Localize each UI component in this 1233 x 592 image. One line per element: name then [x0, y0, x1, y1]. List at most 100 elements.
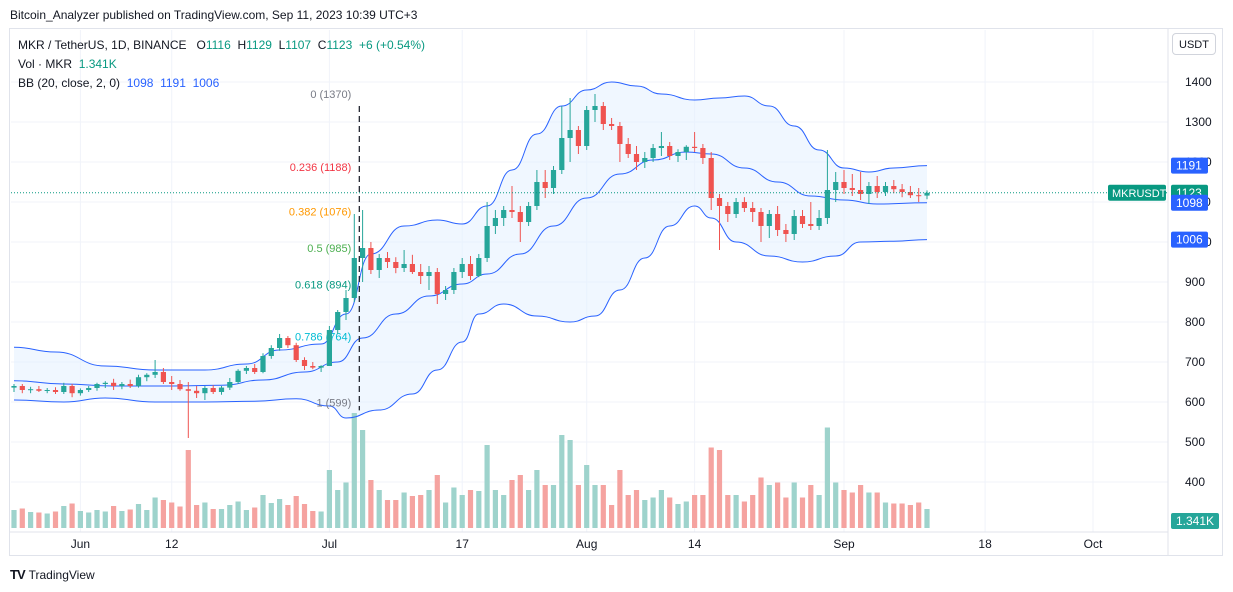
candle-body	[592, 106, 598, 110]
volume-bar	[858, 485, 864, 528]
volume-bar	[384, 500, 391, 528]
candle-body	[77, 390, 83, 394]
candle-body	[86, 388, 92, 390]
x-tick-label: Oct	[1084, 537, 1103, 551]
volume-bar	[360, 430, 366, 528]
fib-level-label: 0.618 (894)	[295, 279, 351, 291]
candle-body	[335, 312, 341, 330]
volume-bar	[617, 470, 623, 528]
volume-bar	[177, 506, 183, 528]
candle-body	[235, 370, 241, 382]
candle-body	[791, 216, 797, 234]
candle-body	[28, 389, 34, 391]
volume-bar	[102, 511, 108, 528]
chart-legend: MKR / TetherUS, 1D, BINANCE O1116 H1129 …	[18, 36, 425, 93]
published-caption: Bitcoin_Analyzer published on TradingVie…	[10, 8, 418, 22]
volume-bar	[766, 485, 772, 528]
symbol-label[interactable]: MKR / TetherUS, 1D, BINANCE	[18, 38, 187, 52]
candle-body	[534, 182, 540, 206]
volume-bar	[517, 475, 523, 528]
volume-bar	[69, 503, 75, 528]
candle-body	[916, 195, 922, 197]
candle-body	[692, 146, 698, 148]
symbol-tag	[1108, 184, 1166, 201]
x-tick-label: Jun	[71, 537, 90, 551]
candle-body	[360, 248, 366, 258]
candle-body	[127, 384, 133, 386]
x-tick-label: Sep	[833, 537, 855, 551]
volume-bar	[625, 495, 631, 528]
candle-body	[144, 374, 150, 378]
candle-body	[368, 248, 374, 270]
candle-body	[343, 298, 349, 312]
candle-body	[575, 130, 581, 146]
currency-button[interactable]: USDT	[1172, 33, 1216, 55]
volume-bar	[509, 480, 515, 528]
candle-body	[260, 356, 266, 372]
candle-body	[218, 387, 225, 392]
price-axis-tag	[1171, 157, 1208, 174]
volume-bar	[675, 504, 681, 528]
volume-bar	[683, 501, 689, 528]
candle-body	[36, 389, 42, 391]
bb-legend-row: BB (20, close, 2, 0) 1098 1191 1006	[18, 74, 425, 93]
close-value: 1123	[326, 38, 353, 52]
volume-legend-row: Vol · MKR 1.341K	[18, 55, 425, 74]
volume-bar	[833, 482, 839, 528]
x-tick-label: 18	[978, 537, 992, 551]
volume-bar	[243, 510, 249, 528]
candle-body	[675, 152, 681, 156]
volume-bar	[451, 487, 457, 528]
low-value: 1107	[285, 38, 312, 52]
volume-bar	[318, 511, 324, 528]
volume-bar	[526, 490, 532, 528]
price-axis-tag-label: 1006	[1176, 233, 1203, 247]
volume-bar	[61, 506, 67, 528]
volume-bar	[841, 490, 847, 528]
price-axis-tag	[1171, 231, 1208, 248]
x-tick-label: Jul	[322, 537, 337, 551]
volume-label[interactable]: Vol · MKR	[18, 57, 73, 71]
bb-label[interactable]: BB (20, close, 2, 0)	[18, 76, 121, 90]
candle-body	[650, 148, 656, 158]
candle-body	[642, 158, 648, 162]
candle-body	[816, 218, 822, 226]
volume-bar	[642, 500, 648, 528]
tradingview-logo-icon: TV	[10, 567, 26, 582]
volume-bar	[252, 507, 258, 528]
volume-bar	[127, 509, 133, 528]
volume-bar	[144, 510, 150, 528]
candle-body	[310, 366, 316, 368]
change-value: +6 (+0.54%)	[358, 38, 425, 52]
candle-body	[824, 190, 830, 218]
tradingview-logo[interactable]: TV TradingView	[10, 567, 95, 582]
candle-body	[434, 272, 440, 294]
volume-bar	[816, 495, 822, 528]
volume-bar	[135, 504, 142, 528]
volume-bar	[484, 445, 490, 528]
candle-body	[567, 130, 573, 138]
candle-body	[517, 212, 523, 222]
candle-body	[44, 390, 50, 391]
candle-body	[509, 210, 515, 212]
volume-bar	[758, 477, 764, 528]
volume-bar	[791, 482, 797, 528]
volume-bar	[775, 482, 781, 528]
volume-bar	[708, 447, 714, 528]
candle-body	[783, 230, 789, 234]
candle-body	[924, 192, 930, 196]
volume-bar	[351, 413, 357, 528]
candle-body	[285, 338, 291, 346]
candle-body	[326, 330, 332, 366]
volume-bar	[434, 475, 440, 528]
volume-bar	[907, 505, 913, 528]
volume-bar	[418, 495, 424, 528]
volume-bar	[52, 511, 59, 528]
volume-bar	[592, 485, 598, 528]
high-label: H	[237, 38, 247, 52]
candle-body	[202, 388, 208, 394]
bb-lower-line	[13, 205, 928, 419]
candle-body	[858, 190, 864, 194]
chart-panel[interactable]	[9, 28, 1223, 556]
